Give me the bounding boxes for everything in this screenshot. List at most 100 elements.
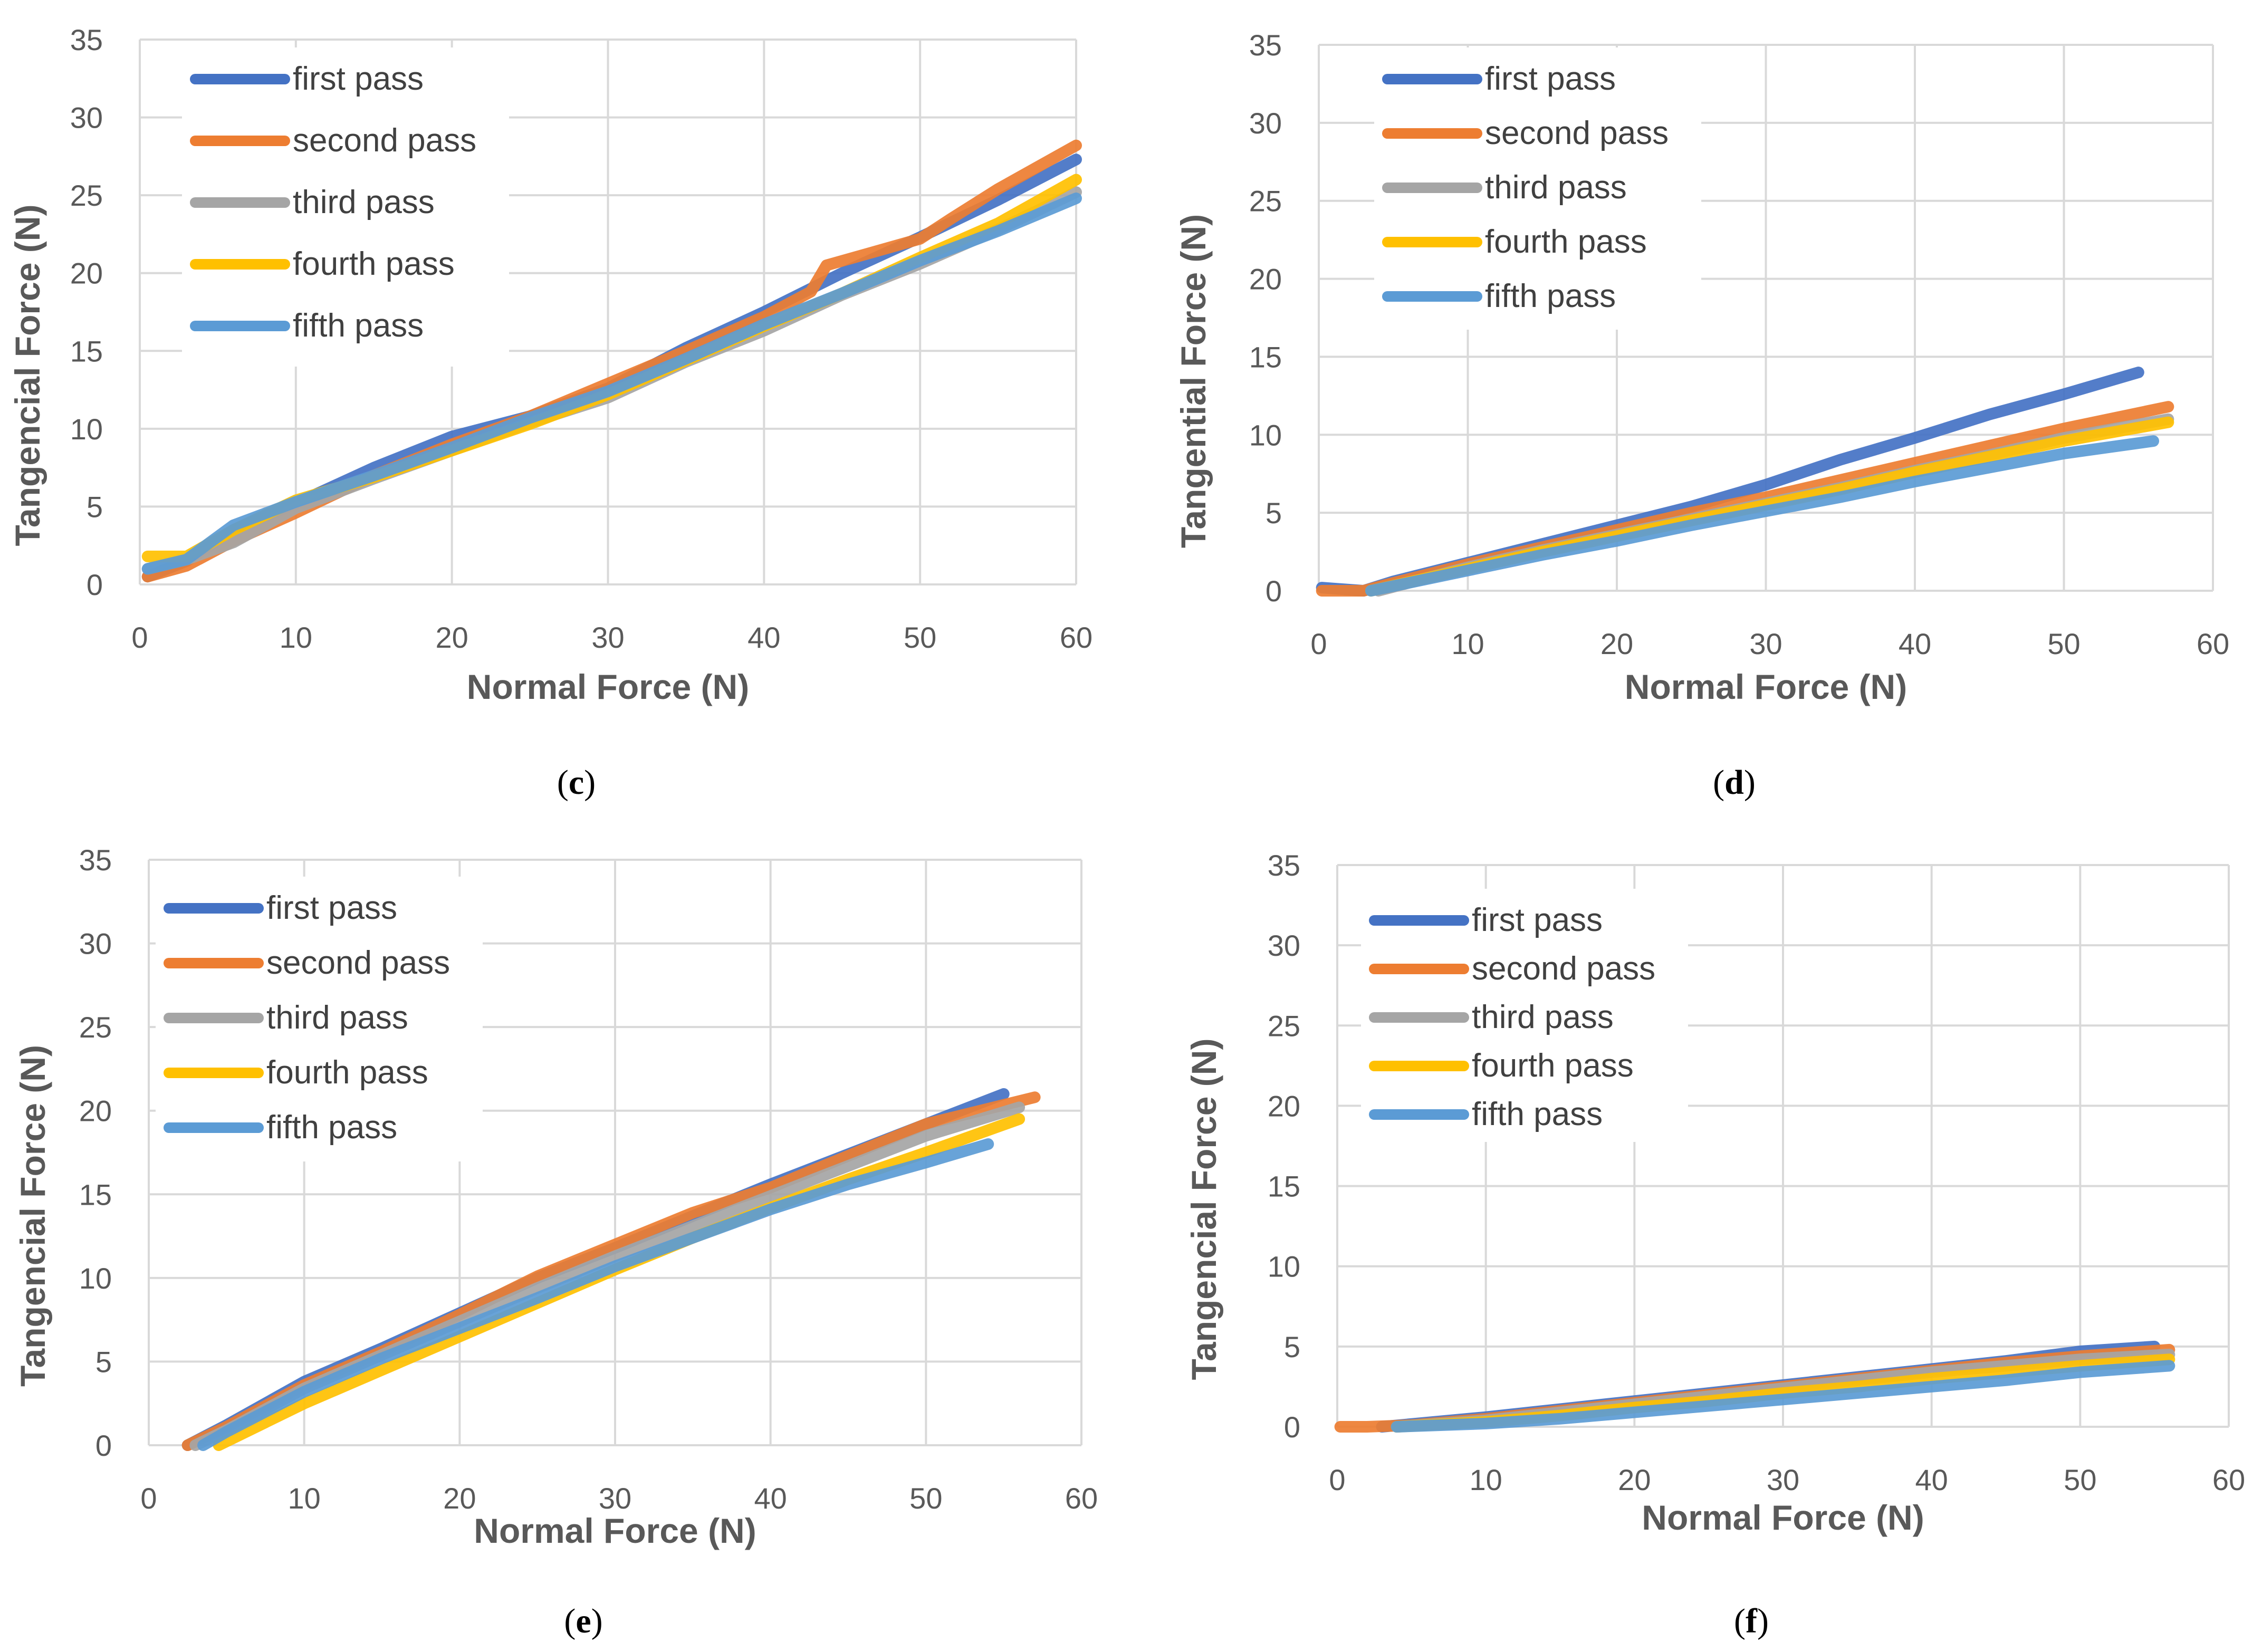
x-tick-label: 10 [280,621,312,654]
panel-label: (e) [564,1602,602,1640]
y-tick-label: 15 [1268,1170,1300,1203]
x-tick-label: 50 [2047,627,2080,660]
x-tick-label: 60 [1065,1482,1098,1515]
y-tick-label: 15 [79,1178,112,1211]
legend-label: third pass [1472,999,1614,1035]
y-axis-title: Tangencial Force (N) [13,1045,52,1387]
panel-label-close: ) [1757,1602,1769,1640]
x-axis-title: Normal Force (N) [1642,1498,1924,1537]
x-tick-label: 20 [1600,627,1633,660]
chart-c: 0 5 10 15 20 25 30 35 0 10 20 30 40 50 60 first pass sec… [8,23,1092,802]
y-tick-label: 35 [79,843,112,877]
chart-d: 0 5 10 15 20 25 30 35 0 10 20 30 40 50 60 first pass sec… [1174,28,2229,802]
y-tick-label: 0 [1266,574,1282,608]
x-tick-label: 30 [591,621,624,654]
x-tick-label: 0 [1329,1463,1345,1496]
y-tick-label: 10 [1268,1250,1300,1283]
x-tick-label: 10 [288,1482,321,1515]
legend-label: second pass [266,945,450,981]
panel-label-open: ( [1713,763,1724,802]
y-tick-label: 30 [70,101,103,135]
series-line-fifth-pass [1365,435,2159,597]
x-axis-title: Normal Force (N) [474,1511,756,1550]
x-tick-label: 50 [909,1482,942,1515]
y-tick-label: 35 [1249,28,1282,62]
x-tick-label: 10 [1470,1463,1502,1496]
y-tick-label: 25 [79,1011,112,1044]
panel-label-close: ) [584,763,596,802]
y-tick-label: 10 [1249,418,1282,452]
legend-label: fourth pass [293,246,455,282]
panel-label: (c) [557,763,596,802]
y-tick-label: 15 [1249,340,1282,373]
y-tick-label: 0 [95,1429,112,1462]
x-tick-label: 40 [1915,1463,1948,1496]
y-axis-title: Tangential Force (N) [1174,214,1213,548]
x-tick-label: 40 [1899,627,1931,660]
y-tick-label: 0 [87,568,103,601]
legend-label: first pass [1472,902,1603,938]
y-tick-label: 25 [70,179,103,212]
series-line-first-pass [1316,367,2144,597]
y-axis-title: Tangencial Force (N) [8,205,47,546]
panel-label-open: ( [1734,1602,1746,1640]
legend-label: third pass [1485,169,1627,206]
legend-label: fifth pass [1485,278,1616,314]
x-tick-label: 50 [904,621,936,654]
panel-label-close: ) [591,1602,603,1640]
panel-label-letter: e [576,1602,591,1640]
y-tick-label: 35 [1268,849,1300,882]
panel-label-letter: c [569,763,584,802]
x-tick-label: 30 [599,1482,631,1515]
legend-label: fourth pass [1485,224,1647,260]
x-tick-label: 10 [1451,627,1484,660]
y-tick-label: 5 [1266,496,1282,530]
legend-label: third pass [266,1000,408,1036]
y-tick-label: 20 [1249,263,1282,296]
chart-e: 0 5 10 15 20 25 30 35 0 10 20 30 40 50 60 first pass sec… [13,843,1098,1640]
y-tick-label: 10 [79,1262,112,1295]
x-tick-label: 60 [2197,627,2229,660]
y-tick-label: 20 [1268,1089,1300,1122]
x-axis-title: Normal Force (N) [467,667,749,706]
panel-label-letter: d [1724,763,1744,802]
series-line-fifth-pass [141,193,1082,575]
series-line-fifth-pass [197,1138,994,1451]
panel-label: (f) [1734,1602,1769,1640]
panel-label: (d) [1713,763,1756,802]
y-tick-label: 10 [70,412,103,446]
x-tick-label: 30 [1749,627,1782,660]
legend-label: first pass [266,890,397,926]
panel-label-open: ( [557,763,569,802]
legend-label: second pass [1472,950,1655,987]
panel-label-open: ( [564,1602,576,1640]
x-tick-label: 40 [754,1482,787,1515]
y-tick-label: 30 [79,927,112,961]
legend-label: second pass [293,122,476,159]
y-tick-label: 0 [1284,1410,1300,1444]
legend-label: first pass [1485,61,1616,97]
legend-label: fourth pass [1472,1048,1634,1084]
x-tick-label: 60 [1060,621,1092,654]
x-tick-label: 40 [747,621,780,654]
x-tick-label: 50 [2064,1463,2096,1496]
panel-label-close: ) [1744,763,1756,802]
y-tick-label: 15 [70,334,103,368]
y-tick-label: 5 [87,490,103,523]
series-line-fifth-pass [1391,1360,2175,1433]
chart-f: 0 5 10 15 20 25 30 35 0 10 20 30 40 50 60 first pass sec… [1184,849,2245,1640]
legend-label: fourth pass [266,1054,428,1091]
y-axis-title: Tangencial Force (N) [1184,1039,1223,1380]
legend-label: fifth pass [293,308,424,344]
y-tick-label: 5 [95,1345,112,1378]
x-tick-label: 0 [140,1482,157,1515]
x-tick-label: 0 [1310,627,1327,660]
y-tick-label: 35 [70,23,103,56]
x-axis-title: Normal Force (N) [1625,667,1907,706]
y-tick-label: 25 [1249,185,1282,218]
legend-label: third pass [293,184,435,220]
x-tick-label: 20 [443,1482,476,1515]
legend-label: fifth pass [266,1109,397,1146]
x-tick-label: 0 [131,621,148,654]
